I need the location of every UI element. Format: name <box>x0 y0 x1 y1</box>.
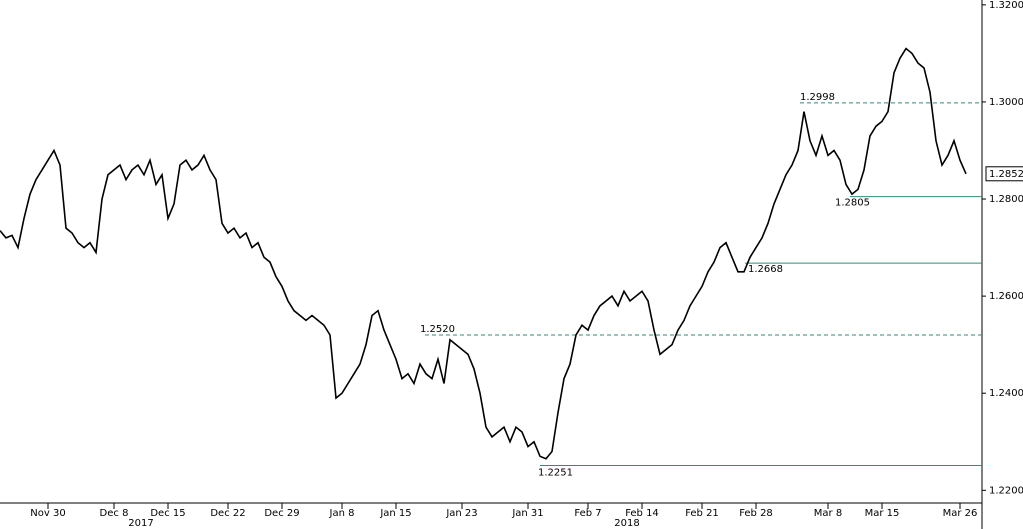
x-tick-label: Dec 22 <box>210 508 245 519</box>
x-tick-label: Dec 15 <box>150 508 185 519</box>
level-label: 1.2251 <box>538 468 573 479</box>
x-tick-label: Feb 28 <box>739 508 773 519</box>
y-tick-label: 1.2600 <box>989 291 1023 302</box>
level-label: 1.2998 <box>800 92 835 103</box>
last-price-label: 1.2852 <box>989 169 1023 180</box>
x-tick-label: Dec 8 <box>100 508 129 519</box>
level-label: 1.2520 <box>420 324 455 335</box>
x-tick-label: Feb 14 <box>625 508 659 519</box>
x-tick-label: Mar 15 <box>865 508 900 519</box>
x-tick-label: Jan 15 <box>379 508 411 519</box>
x-tick-label: Nov 30 <box>30 508 65 519</box>
y-tick-label: 1.2200 <box>989 485 1023 496</box>
level-label: 1.2668 <box>748 264 783 275</box>
price-line <box>0 47 967 460</box>
x-tick-label: Jan 23 <box>445 508 477 519</box>
y-tick-label: 1.2800 <box>989 194 1023 205</box>
y-tick-label: 1.3200 <box>989 0 1023 11</box>
year-label: 2017 <box>128 518 153 529</box>
last-price-box <box>985 166 1023 182</box>
y-tick-label: 1.3000 <box>989 97 1023 108</box>
x-tick-label: Feb 21 <box>685 508 719 519</box>
x-tick-label: Jan 31 <box>511 508 543 519</box>
x-tick-label: Jan 8 <box>329 508 355 519</box>
y-tick-label: 1.2400 <box>989 388 1023 399</box>
level-label: 1.2805 <box>835 198 870 209</box>
x-tick-label: Feb 7 <box>574 508 601 519</box>
year-label: 2018 <box>614 518 639 529</box>
x-tick-label: Mar 8 <box>814 508 842 519</box>
x-tick-label: Mar 26 <box>943 508 978 519</box>
x-tick-label: Dec 29 <box>264 508 299 519</box>
